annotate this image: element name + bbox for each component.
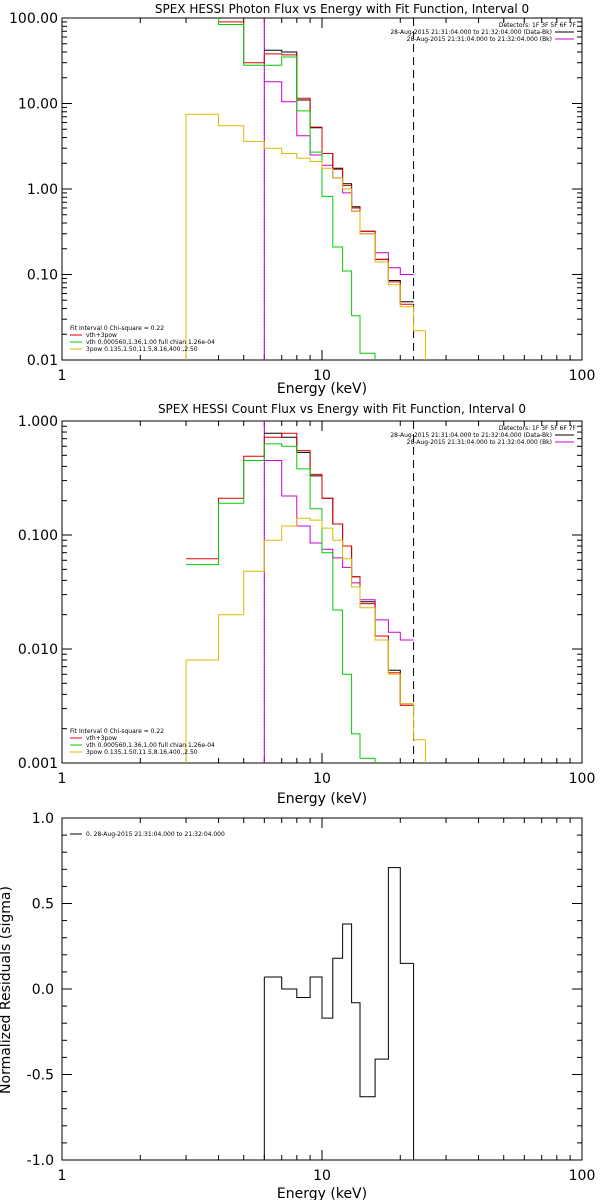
- series-line-vth-3pow: [218, 18, 414, 305]
- top-legend-label: 28-Aug-2015 21:31:04.000 to 21:32:04.000…: [407, 36, 552, 43]
- x-tick-label: 1: [58, 771, 67, 787]
- y-tick-label: -0.5: [27, 1068, 54, 1084]
- detectors-label: Detectors: 1F 3F 5F 6F 7F: [499, 22, 577, 29]
- plot-area: [185, 18, 426, 360]
- photon-flux-title: SPEX HESSI Photon Flux vs Energy with Fi…: [155, 2, 529, 16]
- y-tick-label: 1.00: [27, 182, 58, 198]
- x-tick-label: 10: [313, 368, 331, 384]
- top-legend-label: 0. 28-Aug-2015 21:31:04.000 to 21:32:04.…: [86, 831, 225, 838]
- x-tick-label: 100: [569, 771, 596, 787]
- y-tick-label: 1.000: [18, 414, 58, 430]
- series-line-data-bk: [264, 432, 414, 705]
- x-tick-label: 10: [313, 1168, 331, 1184]
- fit-legend-label: vth+3pow: [86, 332, 117, 339]
- top-legend-label: 28-Aug-2015 21:31:04.000 to 21:32:04.000…: [390, 29, 552, 36]
- series-line-vth: [186, 443, 376, 759]
- y-tick-label: 0.10: [27, 268, 58, 284]
- y-tick-label: 1.0: [32, 811, 54, 827]
- fit-legend-header: Fit Interval 0 Chi-square = 0.22: [70, 325, 164, 332]
- y-tick-label: 0.100: [18, 528, 58, 544]
- plot-frame: [61, 420, 583, 764]
- fit-legend-label: vth 0.000560,1.36,1.00 full chian 1.26e-…: [86, 339, 215, 346]
- fit-legend-label: 3pow 0.135,1.50,11.5,8.16,400.,2.50: [86, 749, 198, 756]
- y-tick-label: 0.01: [27, 353, 58, 369]
- x-tick-label: 1: [58, 1168, 67, 1184]
- y-tick-label: 100.00: [9, 11, 58, 27]
- top-legend-label: 28-Aug-2015 21:31:04.000 to 21:32:04.000…: [390, 432, 552, 439]
- count-flux-title: SPEX HESSI Count Flux vs Energy with Fit…: [158, 402, 526, 416]
- x-tick-label: 100: [569, 1168, 596, 1184]
- series-line-bk: [264, 460, 414, 641]
- fit-legend-label: 3pow 0.135,1.50,11.5,8.16,400.,2.50: [86, 346, 198, 353]
- fit-legend-label: vth+3pow: [86, 735, 117, 742]
- count-flux-panel: SPEX HESSI Count Flux vs Energy with Fit…: [18, 402, 595, 807]
- y-tick-label: 0.5: [32, 897, 54, 913]
- y-tick-label: 10.00: [18, 97, 58, 113]
- residuals-x-label: Energy (keV): [277, 1186, 367, 1200]
- residuals-panel: Energy (keV) Normalized Residuals (sigma…: [0, 811, 595, 1200]
- series-line-vth: [218, 18, 376, 354]
- y-tick-label: 0.001: [18, 756, 58, 772]
- x-tick-label: 100: [569, 368, 596, 384]
- series-line-data-bk: [264, 49, 414, 303]
- photon-flux-x-label: Energy (keV): [277, 381, 367, 397]
- y-tick-label: 0.0: [32, 982, 54, 998]
- x-tick-label: 10: [313, 771, 331, 787]
- y-tick-label: -1.0: [27, 1153, 54, 1169]
- plot-area: [185, 421, 426, 763]
- count-flux-x-label: Energy (keV): [277, 791, 367, 807]
- fit-legend-header: Fit Interval 0 Chi-square = 0.22: [70, 728, 164, 735]
- x-tick-label: 1: [58, 368, 67, 384]
- detectors-label: Detectors: 1F 3F 5F 6F 7F: [499, 425, 577, 432]
- plot-area: [263, 867, 415, 1160]
- y-tick-label: 0.010: [18, 642, 58, 658]
- photon-flux-panel: SPEX HESSI Photon Flux vs Energy with Fi…: [9, 2, 595, 397]
- series-line-residuals: [264, 867, 414, 1098]
- series-line-3pow: [186, 517, 426, 741]
- top-legend-label: 28-Aug-2015 21:31:04.000 to 21:32:04.000…: [407, 439, 552, 446]
- series-line-vth-3pow: [186, 432, 414, 706]
- residuals-y-label: Normalized Residuals (sigma): [0, 886, 14, 1094]
- series-line-3pow: [186, 113, 426, 332]
- fit-legend-label: vth 0.000560,1.36,1.00 full chian 1.26e-…: [86, 742, 215, 749]
